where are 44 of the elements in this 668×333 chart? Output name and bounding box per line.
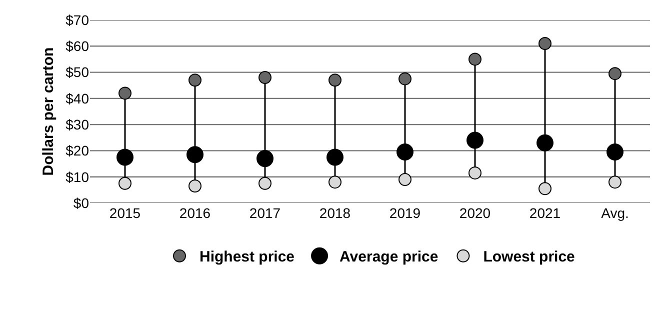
x-tick-label: Avg. — [601, 205, 629, 221]
legend-label: Average price — [340, 248, 438, 266]
point — [328, 74, 342, 87]
x-tick-label: 2018 — [319, 205, 351, 221]
point — [608, 67, 622, 80]
x-tick-label: 2016 — [179, 205, 211, 221]
x-tick-label: 2021 — [529, 205, 561, 221]
point — [258, 71, 272, 84]
point — [538, 37, 552, 50]
point — [468, 52, 482, 66]
point — [326, 148, 344, 166]
point — [186, 146, 204, 164]
legend-label: Lowest price — [483, 248, 575, 266]
y-tick-label: $0 — [73, 194, 90, 211]
x-tick-label: 2017 — [249, 205, 281, 221]
point — [608, 176, 622, 189]
y-tick-label: $70 — [66, 12, 90, 28]
x-tick-label: 2020 — [459, 205, 491, 221]
y-tick-label: $10 — [66, 168, 90, 185]
point — [188, 180, 202, 193]
y-tick-label: $30 — [66, 116, 90, 132]
legend-label: Highest price — [200, 248, 295, 266]
point — [118, 176, 132, 190]
point — [398, 72, 412, 86]
y-tick-label: $40 — [66, 90, 90, 106]
point — [398, 172, 412, 186]
point — [188, 74, 202, 87]
x-tick-label: 2015 — [109, 205, 141, 221]
point — [466, 132, 484, 149]
y-tick-label: $50 — [66, 64, 90, 80]
y-tick-label: $20 — [66, 142, 90, 159]
point — [536, 134, 554, 152]
y-axis-title: Dollars per carton — [40, 47, 57, 176]
point — [396, 144, 414, 161]
point — [538, 182, 552, 196]
point — [256, 150, 274, 168]
point — [116, 148, 134, 166]
point — [328, 176, 342, 189]
point — [258, 176, 272, 190]
point — [468, 166, 482, 180]
point — [606, 144, 624, 161]
y-tick-label: $60 — [66, 38, 90, 54]
point — [118, 86, 132, 100]
x-tick-label: 2019 — [389, 205, 421, 221]
